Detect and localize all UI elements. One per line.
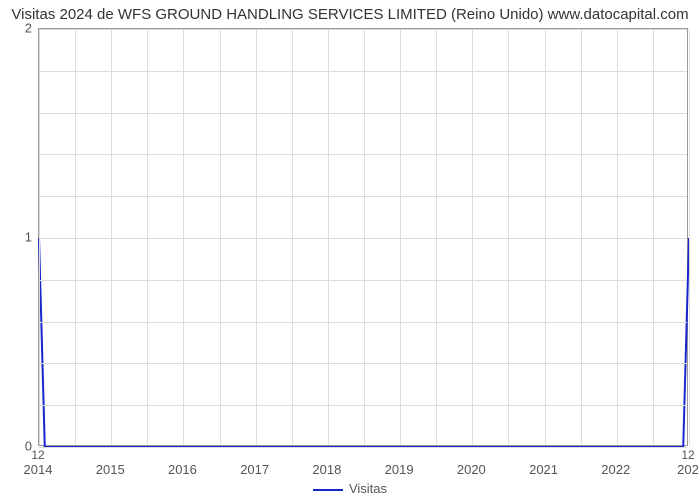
grid-vertical	[400, 29, 401, 445]
grid-vertical-minor	[292, 29, 293, 445]
grid-vertical-minor	[147, 29, 148, 445]
x-tick-label: 2016	[168, 462, 197, 477]
grid-vertical-minor	[581, 29, 582, 445]
grid-vertical	[183, 29, 184, 445]
x-tick-label: 2019	[385, 462, 414, 477]
grid-vertical-minor	[364, 29, 365, 445]
chart-title: Visitas 2024 de WFS GROUND HANDLING SERV…	[0, 6, 700, 23]
grid-vertical-minor	[75, 29, 76, 445]
grid-horizontal-minor	[39, 405, 687, 406]
grid-horizontal-minor	[39, 196, 687, 197]
grid-vertical-minor	[508, 29, 509, 445]
x-tick-label: 202	[677, 462, 699, 477]
grid-horizontal-minor	[39, 154, 687, 155]
grid-vertical	[617, 29, 618, 445]
grid-vertical	[472, 29, 473, 445]
grid-vertical	[545, 29, 546, 445]
grid-horizontal-minor	[39, 113, 687, 114]
grid-vertical-minor	[653, 29, 654, 445]
data-point-label: 12	[31, 448, 44, 462]
x-tick-label: 2014	[24, 462, 53, 477]
grid-horizontal	[39, 29, 687, 30]
grid-horizontal-minor	[39, 363, 687, 364]
grid-vertical	[39, 29, 40, 445]
grid-vertical	[256, 29, 257, 445]
y-tick-label: 1	[8, 230, 32, 245]
grid-horizontal-minor	[39, 71, 687, 72]
plot-area	[38, 28, 688, 446]
legend-swatch	[313, 489, 343, 491]
grid-horizontal	[39, 238, 687, 239]
x-tick-label: 2021	[529, 462, 558, 477]
x-tick-label: 2020	[457, 462, 486, 477]
grid-horizontal-minor	[39, 322, 687, 323]
grid-vertical	[111, 29, 112, 445]
x-tick-label: 2017	[240, 462, 269, 477]
grid-horizontal	[39, 447, 687, 448]
grid-vertical-minor	[220, 29, 221, 445]
grid-vertical-minor	[436, 29, 437, 445]
x-tick-label: 2022	[601, 462, 630, 477]
grid-vertical	[328, 29, 329, 445]
data-point-label: 12	[681, 448, 694, 462]
x-tick-label: 2015	[96, 462, 125, 477]
legend: Visitas	[0, 481, 700, 496]
y-tick-label: 0	[8, 439, 32, 454]
legend-label: Visitas	[349, 481, 387, 496]
grid-vertical	[689, 29, 690, 445]
x-tick-label: 2018	[312, 462, 341, 477]
y-tick-label: 2	[8, 21, 32, 36]
grid-horizontal-minor	[39, 280, 687, 281]
